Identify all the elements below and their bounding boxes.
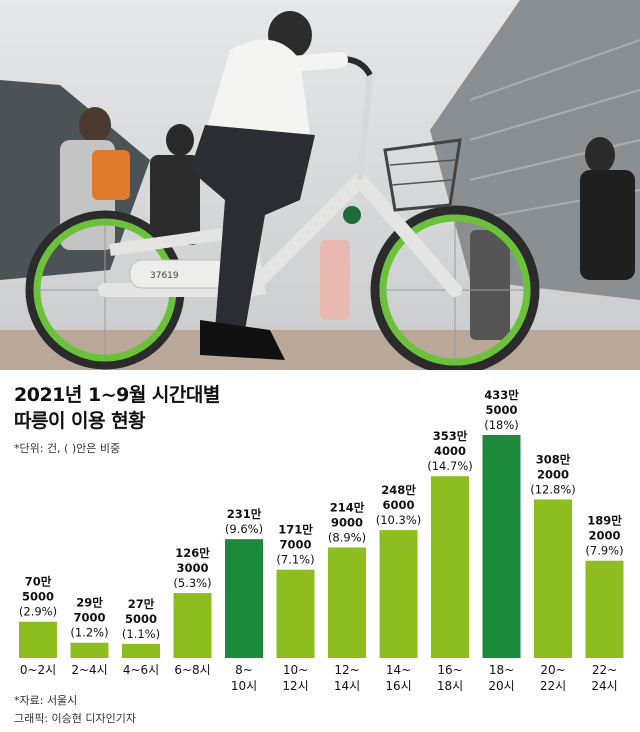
value-label-0: 70만: [25, 575, 52, 589]
value-label-8: 4000: [434, 444, 466, 458]
value-label-3: 3000: [176, 561, 208, 575]
x-tick-label-7: 14~: [386, 663, 411, 677]
x-tick-label-3: 6~8시: [174, 663, 210, 677]
value-label-5: 171만: [278, 523, 313, 537]
x-tick-label-10: 20~: [540, 663, 565, 677]
value-label-3: 126만: [175, 546, 210, 560]
value-label-4: 231만: [227, 507, 262, 521]
share-label-3: (5.3%): [173, 576, 211, 590]
value-label-0: 5000: [22, 590, 54, 604]
x-tick-label-11: 24시: [591, 679, 617, 693]
value-label-2: 5000: [125, 612, 157, 626]
source-note: *자료: 서울시: [14, 694, 78, 707]
x-tick-label-9: 18~: [489, 663, 514, 677]
chart-title-line-1: 2021년 1~9월 시간대별: [14, 384, 220, 406]
bar-2: [122, 643, 160, 658]
value-label-2: 27만: [128, 597, 155, 611]
value-label-6: 9000: [331, 515, 363, 529]
bar-8: [431, 476, 469, 658]
x-tick-label-5: 12시: [282, 679, 308, 693]
x-tick-label-7: 16시: [385, 679, 411, 693]
share-label-0: (2.9%): [19, 605, 57, 619]
x-tick-label-4: 8~: [235, 663, 253, 677]
x-tick-label-5: 10~: [283, 663, 308, 677]
bar-11: [585, 560, 624, 658]
share-label-6: (8.9%): [328, 530, 366, 544]
bar-0: [19, 621, 57, 658]
share-label-11: (7.9%): [585, 544, 623, 558]
value-label-10: 2000: [537, 467, 569, 481]
value-label-11: 2000: [588, 529, 620, 543]
value-label-6: 214만: [330, 500, 365, 514]
x-tick-label-11: 22~: [592, 663, 617, 677]
bar-9: [482, 435, 521, 658]
value-label-7: 248만: [381, 483, 416, 497]
bar-1: [70, 642, 109, 658]
value-label-1: 29만: [76, 596, 103, 610]
unit-note: *단위: 건, ( )안은 비중: [14, 442, 121, 455]
x-tick-label-9: 20시: [488, 679, 514, 693]
value-label-7: 6000: [382, 498, 414, 512]
rider: [190, 11, 348, 360]
value-label-9: 5000: [485, 403, 517, 417]
value-label-9: 433만: [484, 388, 519, 402]
x-tick-label-10: 22시: [540, 679, 566, 693]
value-label-11: 189만: [587, 514, 622, 528]
x-tick-label-8: 18시: [437, 679, 463, 693]
bar-10: [534, 499, 572, 658]
share-label-2: (1.1%): [122, 627, 160, 641]
share-label-7: (10.3%): [376, 513, 422, 527]
bar-3: [173, 593, 212, 658]
credit-note: 그래픽: 이승현 디자인기자: [14, 712, 137, 725]
share-label-1: (1.2%): [70, 626, 108, 640]
chart-panel: 2021년 1~9월 시간대별 따릉이 이용 현황 *단위: 건, ( )안은 …: [0, 370, 640, 732]
chart-title-line-2: 따릉이 이용 현황: [14, 410, 146, 432]
x-tick-label-1: 2~4시: [71, 663, 107, 677]
value-label-8: 353만: [433, 429, 468, 443]
bar-7: [379, 530, 418, 658]
x-tick-label-4: 10시: [231, 679, 257, 693]
bar-6: [328, 547, 366, 658]
share-label-9: (18%): [484, 418, 519, 432]
value-label-1: 7000: [73, 611, 105, 625]
x-tick-label-6: 12~: [334, 663, 359, 677]
value-label-10: 308만: [536, 452, 571, 466]
share-label-5: (7.1%): [276, 553, 314, 567]
bar-4: [225, 539, 263, 658]
value-label-5: 7000: [279, 538, 311, 552]
x-tick-label-0: 0~2시: [20, 663, 56, 677]
share-label-8: (14.7%): [427, 459, 473, 473]
x-tick-label-2: 4~6시: [123, 663, 159, 677]
x-tick-label-6: 14시: [334, 679, 360, 693]
share-label-10: (12.8%): [530, 482, 576, 496]
bike-number: 37619: [150, 271, 179, 281]
bar-chart: 70만5000(2.9%)0~2시29만7000(1.2%)2~4시27만500…: [19, 388, 624, 693]
bar-5: [276, 569, 315, 658]
x-tick-label-8: 16~: [437, 663, 462, 677]
bicycle-photo: 37619: [0, 0, 640, 370]
share-label-4: (9.6%): [225, 522, 263, 536]
